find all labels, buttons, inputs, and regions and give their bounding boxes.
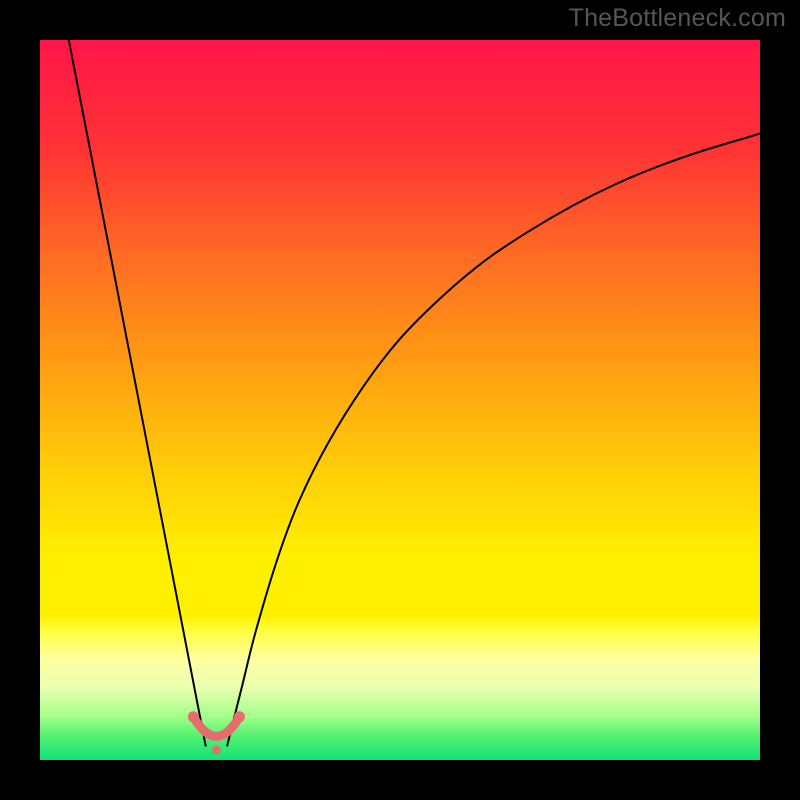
gradient-panel [40,40,760,760]
figure-root: TheBottleneck.com [0,0,800,800]
watermark-text: TheBottleneck.com [569,4,786,33]
